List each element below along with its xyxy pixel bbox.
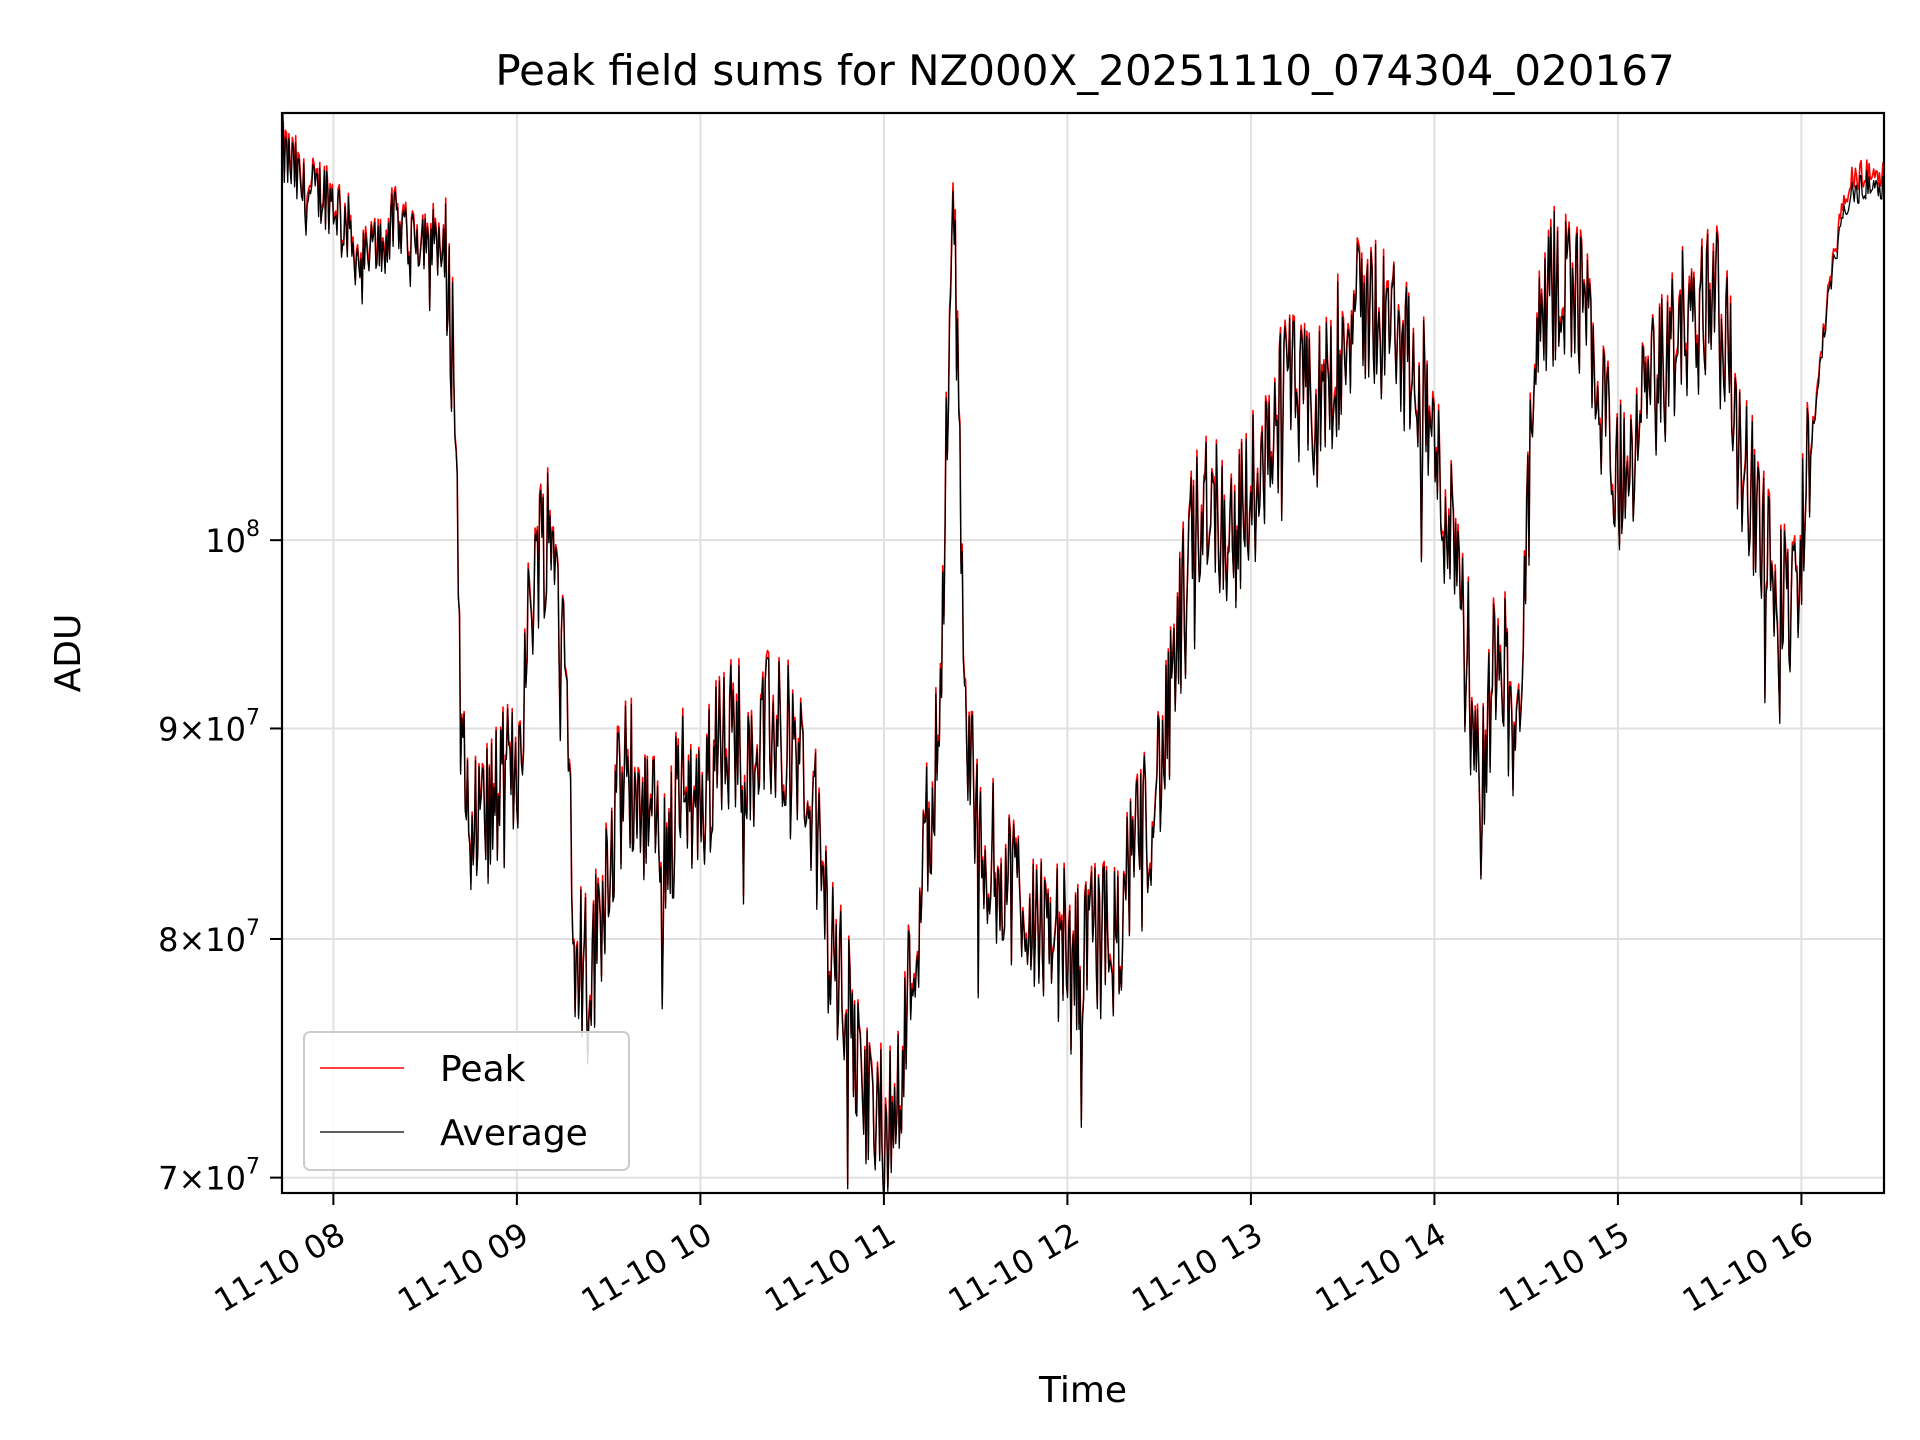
series-average-line [282, 121, 1884, 1192]
legend-average-label: Average [440, 1113, 588, 1154]
chart-title: Peak field sums for NZ000X_20251110_0743… [495, 46, 1674, 95]
y-axis: 7×107 8×107 9×107 108 [158, 517, 282, 1198]
legend-peak-label: Peak [440, 1049, 526, 1090]
grid [282, 113, 1884, 1193]
legend: Peak Average [303, 1031, 630, 1171]
y-tick-label: 108 [205, 517, 260, 560]
y-tick-label: 9×107 [158, 705, 260, 748]
y-tick-label: 8×107 [158, 916, 260, 959]
legend-box [303, 1031, 630, 1171]
y-tick-label: 7×107 [158, 1155, 260, 1198]
y-axis-label: ADU [48, 614, 89, 693]
x-axis-label: Time [1038, 1370, 1127, 1411]
plot-area [282, 114, 1884, 1192]
plot-frame [280, 111, 1886, 1195]
